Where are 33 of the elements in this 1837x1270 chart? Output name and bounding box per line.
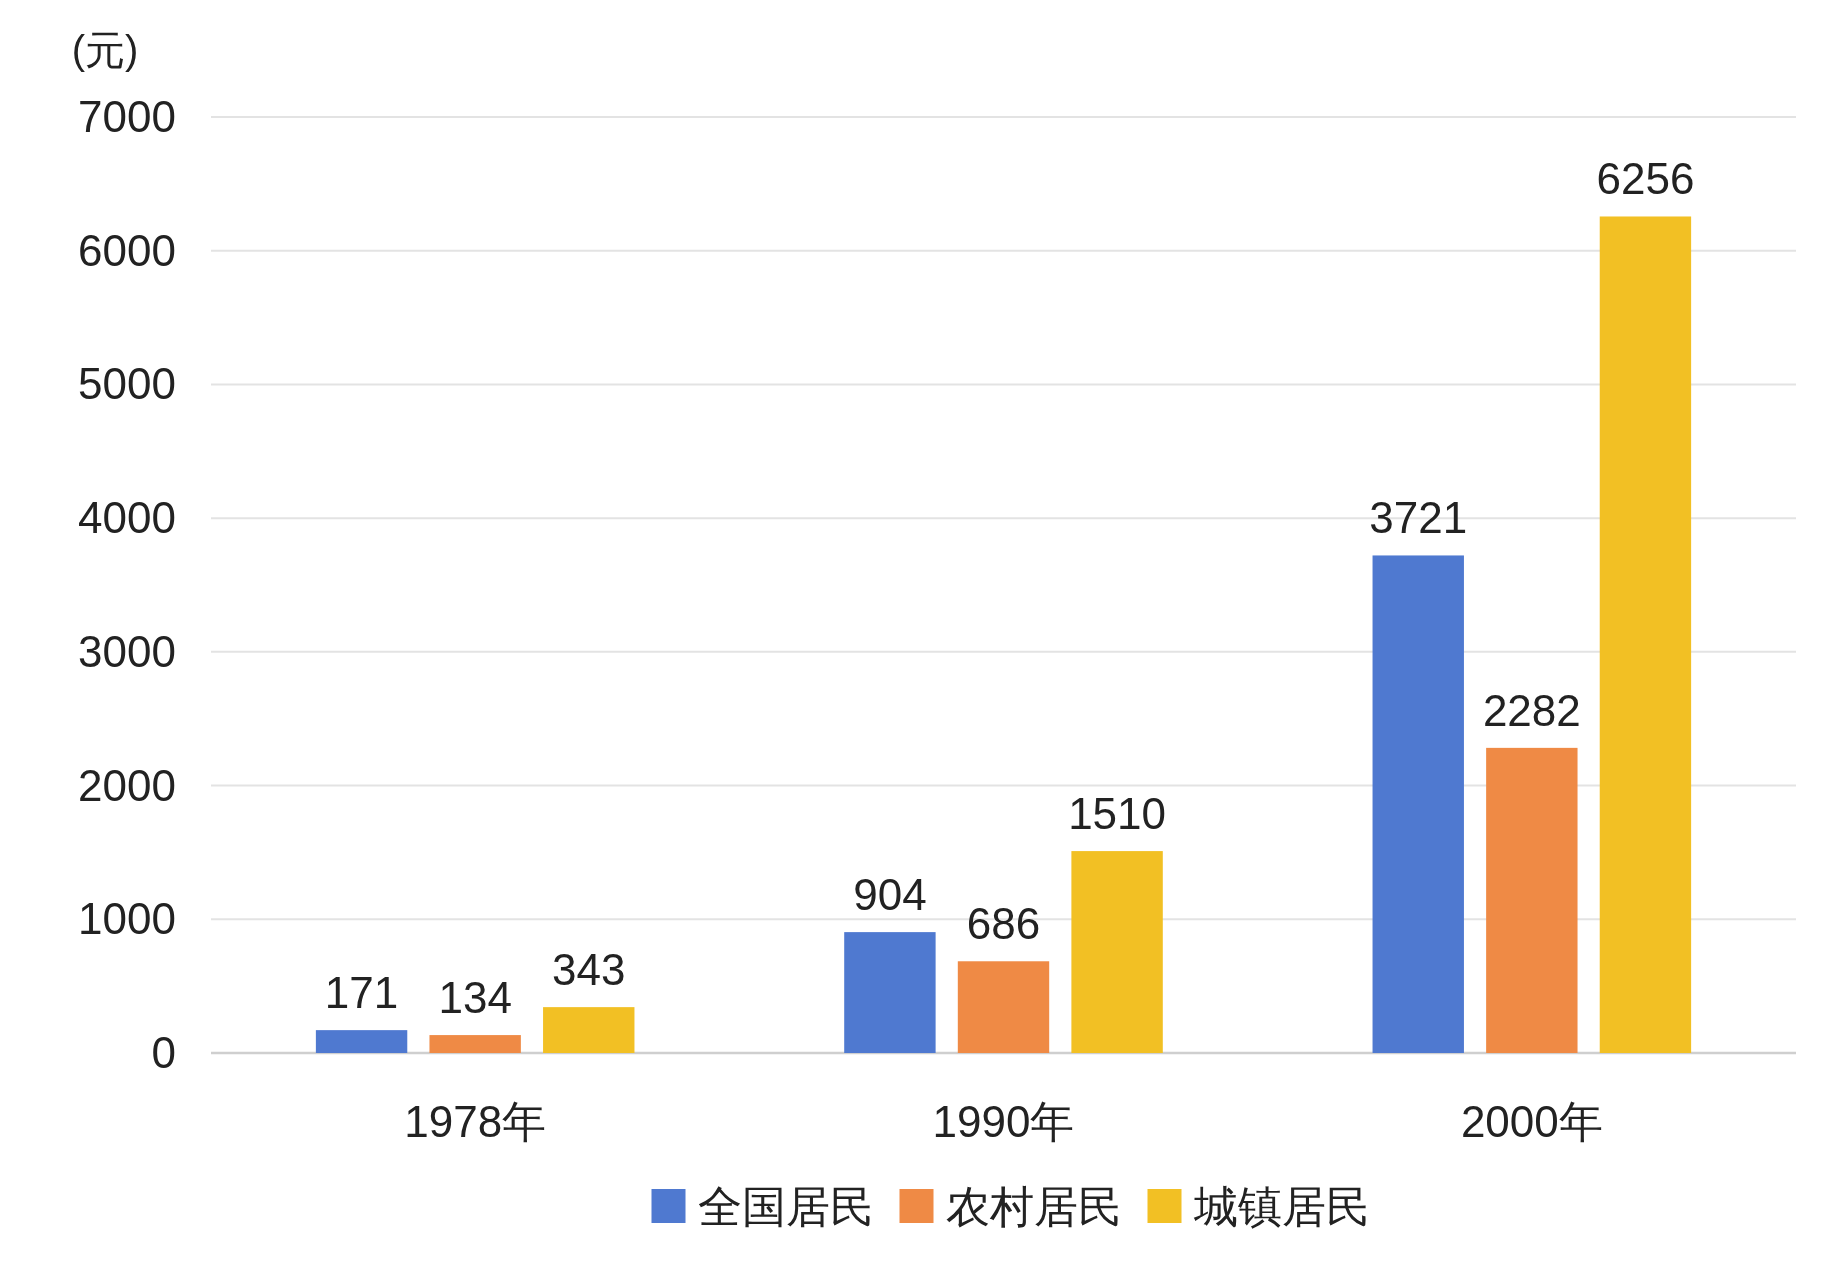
y-tick-label: 7000 bbox=[78, 92, 176, 141]
data-label: 904 bbox=[853, 870, 927, 920]
data-label: 134 bbox=[438, 973, 512, 1023]
bar bbox=[844, 932, 936, 1053]
y-tick-label: 0 bbox=[151, 1028, 176, 1077]
bar bbox=[543, 1007, 635, 1053]
y-tick-label: 1000 bbox=[78, 894, 176, 944]
bar bbox=[1071, 851, 1163, 1053]
bar bbox=[429, 1035, 521, 1053]
y-axis-title: (元) bbox=[71, 28, 139, 72]
data-label: 3721 bbox=[1369, 493, 1468, 543]
bar bbox=[1599, 216, 1692, 1053]
data-label: 686 bbox=[966, 899, 1041, 949]
data-label: 171 bbox=[324, 968, 399, 1018]
legend-label: 城镇居民 bbox=[1192, 1182, 1370, 1231]
x-tick-label: 1990年 bbox=[932, 1097, 1075, 1146]
y-tick-label: 3000 bbox=[78, 626, 176, 676]
y-tick-label: 2000 bbox=[78, 760, 176, 810]
data-label: 1510 bbox=[1068, 789, 1167, 839]
bar bbox=[957, 961, 1050, 1053]
legend-label: 农村居民 bbox=[945, 1182, 1122, 1231]
bar bbox=[315, 1030, 408, 1053]
legend-label: 全国居民 bbox=[697, 1182, 874, 1231]
y-tick-label: 4000 bbox=[78, 493, 176, 543]
y-tick-label: 6000 bbox=[78, 225, 176, 275]
data-label: 6256 bbox=[1596, 154, 1695, 204]
y-tick-label: 5000 bbox=[78, 359, 176, 409]
bar bbox=[1372, 555, 1464, 1053]
data-label: 343 bbox=[552, 945, 626, 995]
x-tick-label: 2000年 bbox=[1460, 1097, 1603, 1146]
bar bbox=[1486, 747, 1578, 1053]
x-tick-label: 1978年 bbox=[404, 1097, 547, 1146]
data-label: 2282 bbox=[1482, 685, 1581, 735]
